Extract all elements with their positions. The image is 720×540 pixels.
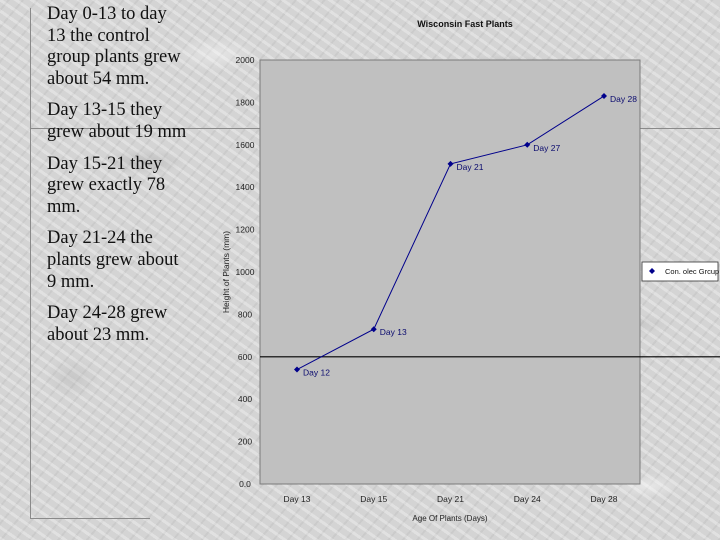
y-tick-label: 1400 [236, 182, 255, 192]
left-divider-line [30, 8, 31, 518]
data-label: Day 21 [457, 162, 484, 172]
y-tick-label: 1200 [236, 225, 255, 235]
y-axis-label: Height of Plants (mm) [221, 231, 231, 313]
legend-box [641, 261, 719, 282]
y-tick-label: 1800 [236, 97, 255, 107]
data-point [294, 366, 300, 373]
note-text: Day 24-28 grew about 23 mm. [47, 303, 168, 345]
x-tick-label: Day 13 [284, 494, 311, 504]
data-label: Day 13 [380, 327, 407, 337]
y-tick-label: 800 [238, 309, 252, 319]
legend-marker [649, 268, 655, 274]
data-point [601, 93, 607, 100]
bottom-divider-line [30, 518, 150, 519]
data-label: Day 12 [303, 368, 330, 378]
x-tick-label: Day 21 [437, 494, 464, 504]
data-label: Day 27 [533, 143, 560, 153]
y-tick-label: 0.0 [239, 479, 251, 489]
y-tick-label: 1600 [236, 140, 255, 150]
x-tick-label: Day 28 [591, 494, 618, 504]
plot-area [259, 59, 641, 485]
y-tick-label: 600 [238, 352, 252, 362]
x-tick-label: Day 15 [360, 494, 387, 504]
data-point [447, 160, 454, 167]
y-tick-label: 400 [238, 394, 252, 404]
x-tick-label: Day 24 [514, 494, 541, 504]
chart-title: Wisconsin Fast Plants [417, 19, 512, 29]
note-text: Day 15-21 they grew exactly 78 mm. [47, 153, 166, 217]
y-tick-label: 200 [238, 437, 252, 447]
data-point [524, 141, 531, 148]
data-label: Day 28 [610, 94, 637, 104]
x-axis-label: Age Of Plants (Days) [412, 514, 487, 523]
y-tick-label: 2000 [236, 55, 255, 65]
note-text: Day 13-15 they grew about 19 mm [47, 100, 187, 142]
legend-series-label: Con. olec Grcup [665, 267, 719, 276]
y-tick-label: 1000 [236, 267, 255, 277]
note-text: Day 0-13 to day 13 the control group pla… [47, 4, 181, 89]
data-point [370, 326, 377, 333]
notes-panel: Day 0-13 to day 13 the control group pla… [47, 4, 189, 356]
note-text: Day 21-24 the plants grew about 9 mm. [47, 228, 179, 292]
